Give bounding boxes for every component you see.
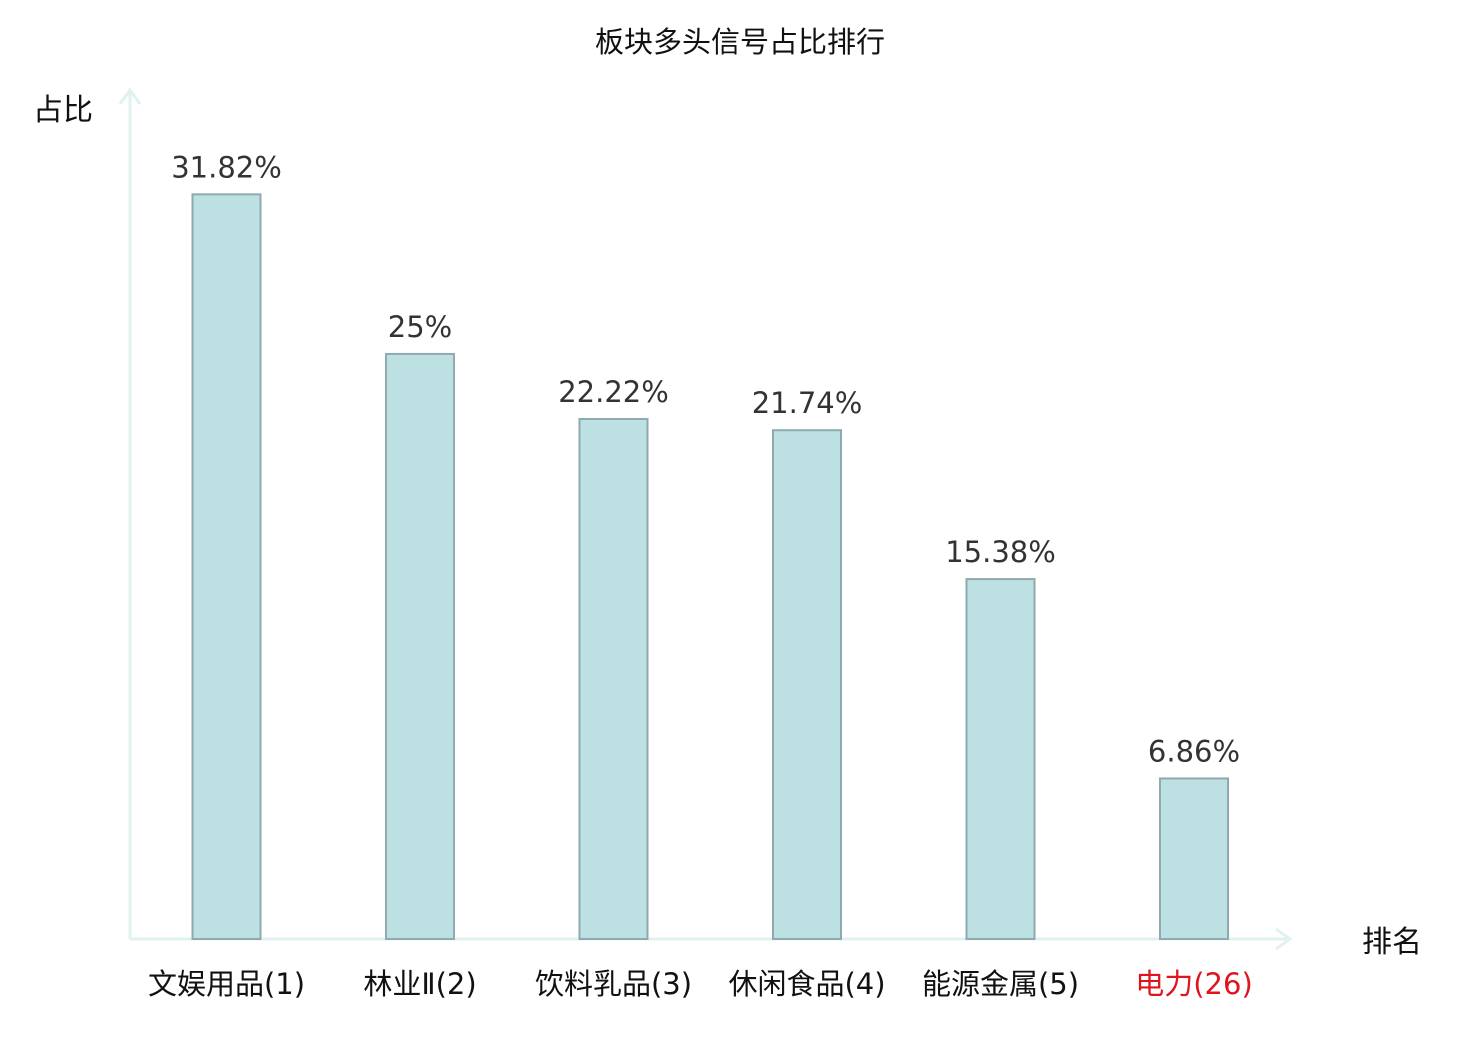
axes — [118, 87, 1293, 951]
bar — [965, 578, 1036, 940]
data-label: 6.86% — [1148, 734, 1240, 768]
x-tick-label: 文娱用品(1) — [148, 967, 305, 1001]
y-axis-arrow — [118, 87, 142, 105]
x-tick-label: 休闲食品(4) — [728, 967, 885, 1001]
data-label: 21.74% — [752, 386, 863, 420]
y-axis-label: 占比 — [33, 93, 93, 128]
bar — [385, 352, 455, 941]
bar — [1159, 777, 1229, 940]
bar — [191, 193, 262, 940]
x-tick-label: 能源金属(5) — [922, 967, 1079, 1001]
data-label: 22.22% — [558, 375, 669, 409]
chart-title: 板块多头信号占比排行 — [595, 25, 885, 59]
data-label: 15.38% — [945, 535, 1056, 569]
data-label: 31.82% — [171, 150, 282, 184]
bar — [772, 429, 842, 940]
bars-group — [191, 193, 1229, 941]
x-tick-labels-group: 文娱用品(1) 林业Ⅱ(2) 饮料乳品(3) 休闲食品(4) 能源金属(5) 电力(26) — [148, 967, 1253, 1001]
value-labels-group: 31.82% 25% 22.22% 21.74% 15.38% 6.86% — [171, 150, 1240, 768]
bar — [578, 417, 649, 940]
x-tick-label: 饮料乳品(3) — [535, 967, 692, 1001]
x-axis-arrow — [1275, 927, 1293, 951]
x-tick-label: 电力(26) — [1135, 967, 1253, 1001]
x-axis-label: 排名 — [1362, 925, 1422, 960]
x-tick-label: 林业Ⅱ(2) — [363, 967, 476, 1001]
data-label: 25% — [388, 310, 452, 344]
